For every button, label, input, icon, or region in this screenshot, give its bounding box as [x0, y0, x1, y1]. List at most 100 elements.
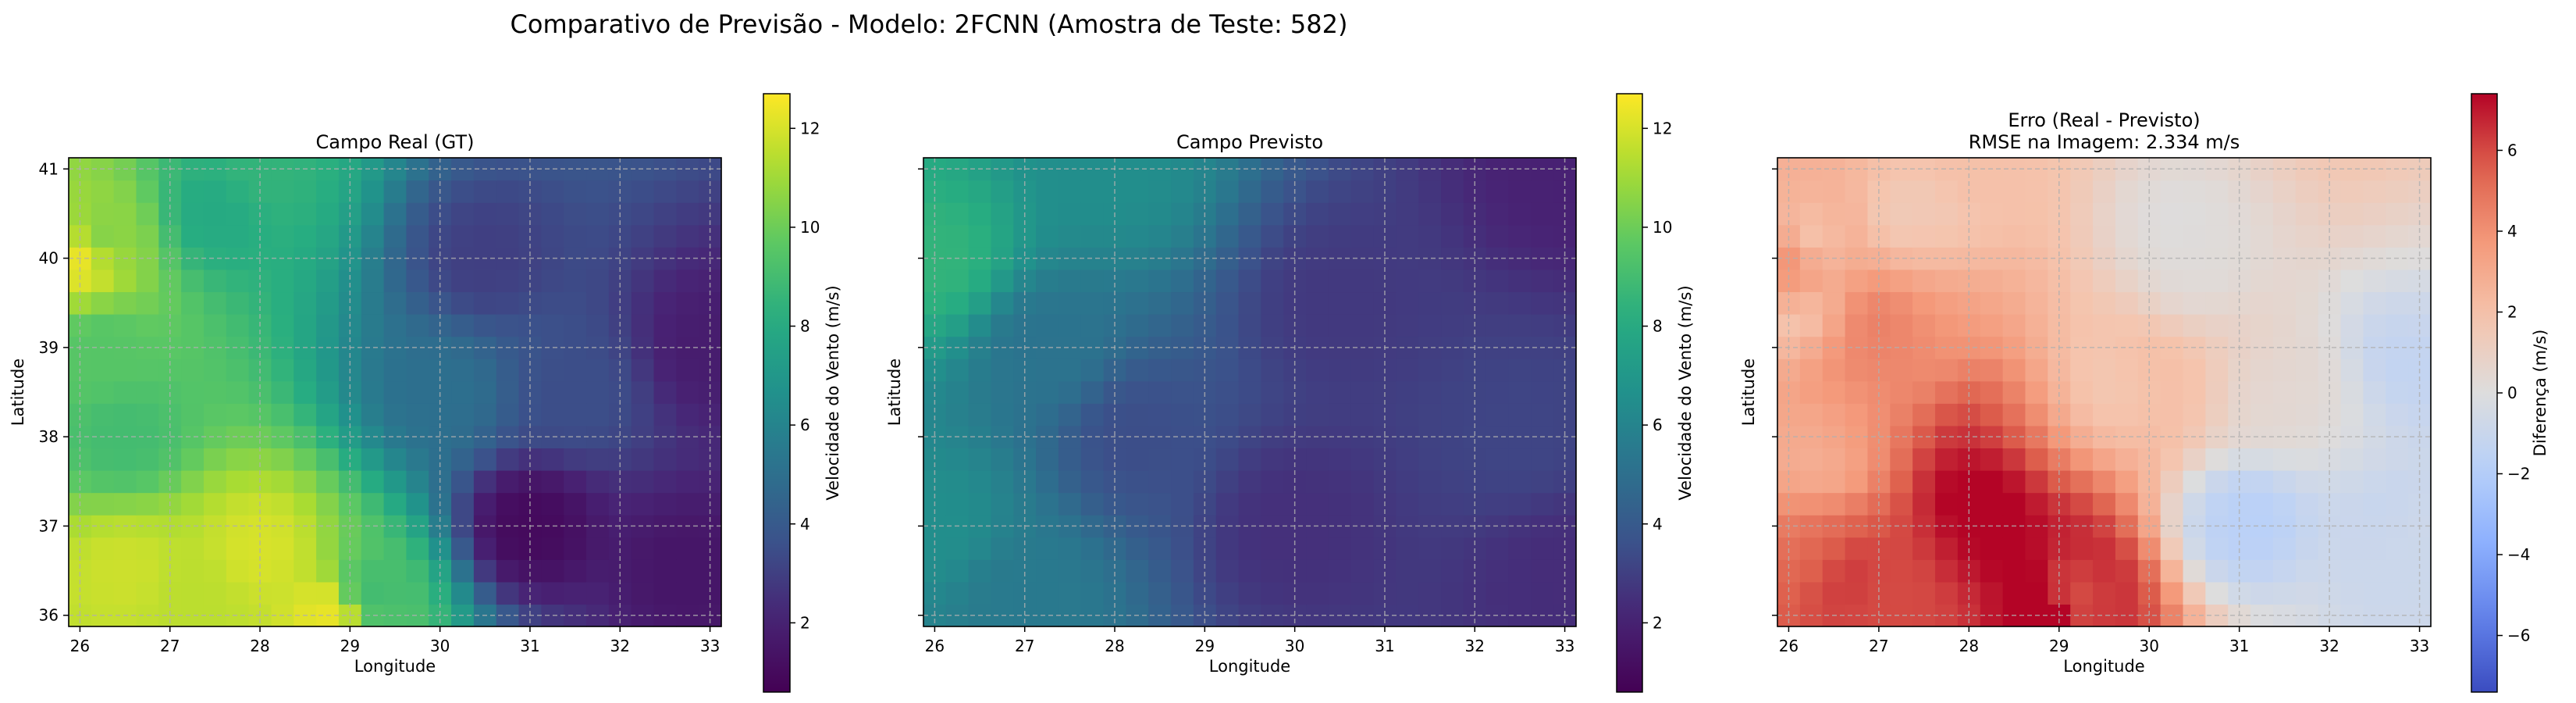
heatmap-cell	[473, 202, 497, 226]
heatmap-cell	[945, 380, 970, 404]
heatmap-cell	[2363, 492, 2386, 516]
heatmap-cell	[406, 180, 429, 203]
heatmap-cell	[1261, 269, 1284, 293]
heatmap-cell	[1912, 537, 1936, 560]
heatmap-cell	[1485, 359, 1510, 382]
heatmap-cell	[699, 403, 722, 426]
heatmap-cell	[2093, 492, 2116, 516]
heatmap-cell	[91, 202, 115, 226]
heatmap-cell	[1485, 269, 1510, 293]
heatmap-cell	[2002, 380, 2026, 404]
heatmap-cell	[1126, 470, 1149, 494]
heatmap-cell	[2272, 247, 2297, 270]
heatmap-cell	[1126, 380, 1149, 404]
heatmap-cell	[226, 604, 250, 627]
heatmap-cell	[1935, 604, 1959, 627]
heatmap-cell	[2386, 470, 2409, 494]
heatmap-cell	[2070, 448, 2094, 471]
heatmap-cell	[2272, 314, 2297, 337]
heatmap-cell	[473, 492, 497, 516]
heatmap-cell	[1463, 425, 1487, 449]
heatmap-cell	[406, 470, 429, 494]
heatmap-cell	[1980, 403, 2004, 426]
heatmap-cell	[1822, 581, 1846, 605]
x-tick-label: 26	[925, 637, 945, 655]
heatmap-cell	[586, 224, 610, 248]
heatmap-cell	[136, 403, 159, 426]
heatmap-cell	[1215, 448, 1240, 471]
heatmap-cell	[1867, 269, 1891, 293]
heatmap-cell	[676, 380, 699, 404]
panel-1: 26 27 28 29 30 31 32 33363738394041LongitudeLat…	[9, 93, 842, 693]
heatmap-cell	[181, 559, 205, 583]
heatmap-cell	[2205, 403, 2229, 426]
heatmap-cell	[586, 515, 610, 538]
heatmap-cell	[2160, 269, 2184, 293]
heatmap-cell	[203, 269, 227, 293]
heatmap-cell	[2025, 359, 2048, 382]
heatmap-cell	[1080, 559, 1105, 583]
heatmap-cell	[1103, 559, 1127, 583]
heatmap-cell	[2250, 202, 2274, 226]
heatmap-cell	[1890, 291, 1913, 315]
heatmap-cell	[541, 359, 564, 382]
heatmap-cell	[1171, 492, 1194, 516]
heatmap-cell	[1396, 537, 1419, 560]
heatmap-cell	[1036, 403, 1059, 426]
heatmap-cell	[2295, 559, 2319, 583]
heatmap-cell	[676, 581, 699, 605]
heatmap-cell	[968, 314, 992, 337]
heatmap-cell	[1261, 470, 1284, 494]
colorbar-bar	[2471, 93, 2498, 693]
heatmap-cell	[383, 158, 407, 181]
heatmap-cell	[968, 448, 992, 471]
heatmap-cell	[1238, 180, 1262, 203]
heatmap-cell	[2205, 291, 2229, 315]
heatmap-cell	[2386, 269, 2409, 293]
heatmap-cell	[91, 180, 115, 203]
heatmap-cell	[2340, 515, 2364, 538]
heatmap-cell	[113, 202, 137, 226]
heatmap-cell	[113, 537, 137, 560]
heatmap-cell	[586, 314, 610, 337]
heatmap-cell	[496, 224, 520, 248]
heatmap-cell	[1215, 537, 1240, 560]
heatmap-cell	[91, 314, 115, 337]
heatmap-cell	[1935, 448, 1959, 471]
heatmap-cell	[181, 470, 205, 494]
heatmap-cell	[1822, 269, 1846, 293]
heatmap-cell	[2272, 515, 2297, 538]
colorbar-tick-label: −6	[2507, 626, 2530, 645]
heatmap-cell	[945, 202, 970, 226]
heatmap-cell	[541, 470, 564, 494]
heatmap-cell	[361, 359, 385, 382]
heatmap-cell	[1215, 336, 1240, 359]
heatmap-cell	[2025, 380, 2048, 404]
heatmap-cell	[451, 224, 475, 248]
heatmap-cell	[226, 559, 250, 583]
heatmap-cell	[1350, 581, 1375, 605]
heatmap-cell	[271, 314, 294, 337]
heatmap-cell	[945, 470, 970, 494]
heatmap-cell	[2340, 291, 2364, 315]
axes-frame	[1777, 157, 2432, 627]
heatmap-cell	[676, 537, 699, 560]
heatmap-cell	[1418, 380, 1442, 404]
colorbar-tick-label: 2	[1653, 613, 1663, 632]
heatmap-cell	[586, 448, 610, 471]
heatmap-cell	[1890, 492, 1913, 516]
heatmap-cell	[1103, 581, 1127, 605]
heatmap-cell	[653, 492, 677, 516]
heatmap-cell	[631, 269, 655, 293]
heatmap-cell	[1980, 291, 2004, 315]
heatmap-cell	[2183, 537, 2206, 560]
heatmap-cell	[586, 403, 610, 426]
colorbar-bar	[1616, 93, 1643, 693]
heatmap-cell	[1238, 604, 1262, 627]
heatmap-cell	[1485, 314, 1510, 337]
heatmap-cell	[1485, 380, 1510, 404]
heatmap-cell	[1215, 158, 1240, 181]
heatmap-cell	[945, 448, 970, 471]
heatmap-cell	[1935, 492, 1959, 516]
